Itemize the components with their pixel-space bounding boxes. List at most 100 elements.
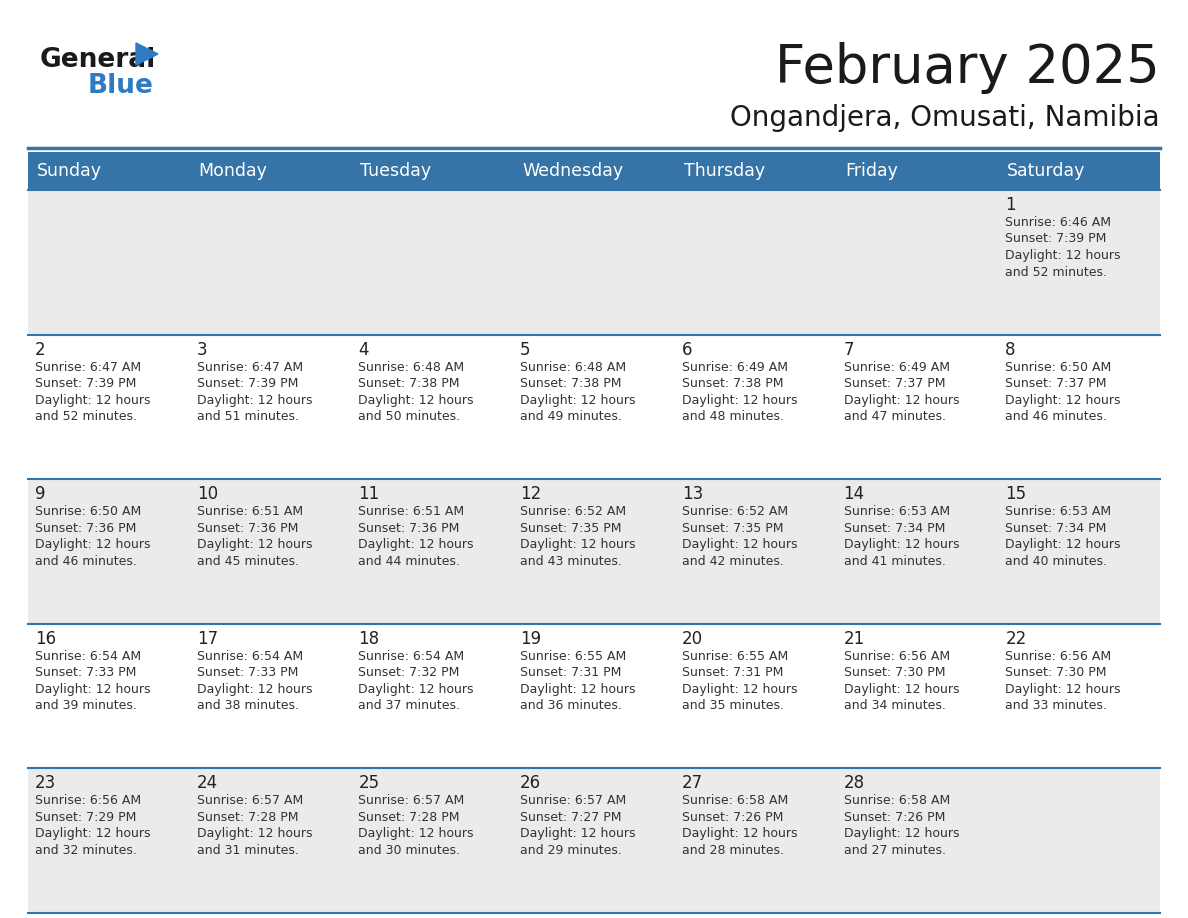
Text: Sunrise: 6:48 AM: Sunrise: 6:48 AM — [520, 361, 626, 374]
Text: and 52 minutes.: and 52 minutes. — [34, 410, 137, 423]
Text: and 44 minutes.: and 44 minutes. — [359, 554, 460, 567]
Bar — [836, 624, 998, 768]
Text: 18: 18 — [359, 630, 379, 648]
Text: Sunset: 7:37 PM: Sunset: 7:37 PM — [1005, 377, 1107, 390]
Text: Daylight: 12 hours: Daylight: 12 hours — [34, 827, 151, 840]
Bar — [352, 190, 513, 334]
Text: and 29 minutes.: and 29 minutes. — [520, 844, 623, 856]
Bar — [352, 768, 513, 913]
Text: Sunset: 7:26 PM: Sunset: 7:26 PM — [682, 811, 783, 823]
Text: 14: 14 — [843, 486, 865, 503]
Text: 12: 12 — [520, 486, 542, 503]
Text: 21: 21 — [843, 630, 865, 648]
Text: Daylight: 12 hours: Daylight: 12 hours — [359, 394, 474, 407]
Text: Sunrise: 6:56 AM: Sunrise: 6:56 AM — [34, 794, 141, 808]
Text: Sunrise: 6:53 AM: Sunrise: 6:53 AM — [843, 505, 949, 518]
Text: Daylight: 12 hours: Daylight: 12 hours — [520, 538, 636, 551]
Bar — [998, 479, 1159, 624]
Text: Sunrise: 6:57 AM: Sunrise: 6:57 AM — [359, 794, 465, 808]
Text: and 27 minutes.: and 27 minutes. — [843, 844, 946, 856]
Text: Sunrise: 6:53 AM: Sunrise: 6:53 AM — [1005, 505, 1112, 518]
Text: Sunrise: 6:58 AM: Sunrise: 6:58 AM — [843, 794, 950, 808]
Text: 20: 20 — [682, 630, 703, 648]
Text: Sunrise: 6:50 AM: Sunrise: 6:50 AM — [34, 505, 141, 518]
Text: Sunset: 7:26 PM: Sunset: 7:26 PM — [843, 811, 944, 823]
Bar — [513, 190, 675, 334]
Bar — [190, 152, 352, 190]
Text: Sunset: 7:27 PM: Sunset: 7:27 PM — [520, 811, 621, 823]
Text: Sunrise: 6:56 AM: Sunrise: 6:56 AM — [1005, 650, 1112, 663]
Text: Sunset: 7:33 PM: Sunset: 7:33 PM — [34, 666, 137, 679]
Text: Sunset: 7:35 PM: Sunset: 7:35 PM — [682, 521, 783, 534]
Text: Sunrise: 6:56 AM: Sunrise: 6:56 AM — [843, 650, 949, 663]
Text: Sunrise: 6:49 AM: Sunrise: 6:49 AM — [843, 361, 949, 374]
Text: Sunset: 7:31 PM: Sunset: 7:31 PM — [682, 666, 783, 679]
Text: Sunset: 7:30 PM: Sunset: 7:30 PM — [1005, 666, 1107, 679]
Text: 26: 26 — [520, 775, 542, 792]
Text: Sunset: 7:39 PM: Sunset: 7:39 PM — [34, 377, 137, 390]
Text: Daylight: 12 hours: Daylight: 12 hours — [520, 683, 636, 696]
Text: General: General — [40, 47, 157, 73]
Text: 7: 7 — [843, 341, 854, 359]
Text: Sunset: 7:36 PM: Sunset: 7:36 PM — [34, 521, 137, 534]
Text: 2: 2 — [34, 341, 45, 359]
Text: Sunset: 7:34 PM: Sunset: 7:34 PM — [1005, 521, 1107, 534]
Bar — [352, 152, 513, 190]
Text: 28: 28 — [843, 775, 865, 792]
Bar — [836, 334, 998, 479]
Bar — [998, 334, 1159, 479]
Text: Sunrise: 6:52 AM: Sunrise: 6:52 AM — [682, 505, 788, 518]
Text: and 46 minutes.: and 46 minutes. — [34, 554, 137, 567]
Text: and 49 minutes.: and 49 minutes. — [520, 410, 623, 423]
Text: and 41 minutes.: and 41 minutes. — [843, 554, 946, 567]
Bar — [513, 334, 675, 479]
Text: Daylight: 12 hours: Daylight: 12 hours — [843, 683, 959, 696]
Text: Sunset: 7:29 PM: Sunset: 7:29 PM — [34, 811, 137, 823]
Text: Sunrise: 6:54 AM: Sunrise: 6:54 AM — [34, 650, 141, 663]
Text: and 40 minutes.: and 40 minutes. — [1005, 554, 1107, 567]
Bar — [352, 479, 513, 624]
Text: Sunset: 7:38 PM: Sunset: 7:38 PM — [520, 377, 621, 390]
Bar — [675, 152, 836, 190]
Text: Daylight: 12 hours: Daylight: 12 hours — [682, 683, 797, 696]
Text: Sunrise: 6:54 AM: Sunrise: 6:54 AM — [197, 650, 303, 663]
Text: and 31 minutes.: and 31 minutes. — [197, 844, 298, 856]
Bar — [513, 624, 675, 768]
Text: Daylight: 12 hours: Daylight: 12 hours — [843, 538, 959, 551]
Text: Sunrise: 6:51 AM: Sunrise: 6:51 AM — [359, 505, 465, 518]
Text: Sunrise: 6:47 AM: Sunrise: 6:47 AM — [34, 361, 141, 374]
Bar — [998, 190, 1159, 334]
Text: and 39 minutes.: and 39 minutes. — [34, 700, 137, 712]
Text: 6: 6 — [682, 341, 693, 359]
Text: and 45 minutes.: and 45 minutes. — [197, 554, 298, 567]
Text: Saturday: Saturday — [1007, 162, 1086, 180]
Text: Sunrise: 6:50 AM: Sunrise: 6:50 AM — [1005, 361, 1112, 374]
Text: 3: 3 — [197, 341, 208, 359]
Polygon shape — [135, 43, 158, 65]
Text: 19: 19 — [520, 630, 542, 648]
Text: Thursday: Thursday — [684, 162, 765, 180]
Text: Daylight: 12 hours: Daylight: 12 hours — [843, 394, 959, 407]
Bar — [29, 334, 190, 479]
Bar — [675, 768, 836, 913]
Text: 23: 23 — [34, 775, 56, 792]
Text: Daylight: 12 hours: Daylight: 12 hours — [682, 538, 797, 551]
Text: Daylight: 12 hours: Daylight: 12 hours — [1005, 538, 1120, 551]
Text: Daylight: 12 hours: Daylight: 12 hours — [1005, 394, 1120, 407]
Text: 10: 10 — [197, 486, 217, 503]
Text: Sunset: 7:36 PM: Sunset: 7:36 PM — [197, 521, 298, 534]
Text: Daylight: 12 hours: Daylight: 12 hours — [1005, 683, 1120, 696]
Text: Sunset: 7:39 PM: Sunset: 7:39 PM — [197, 377, 298, 390]
Text: and 46 minutes.: and 46 minutes. — [1005, 410, 1107, 423]
Text: Friday: Friday — [846, 162, 898, 180]
Text: Sunset: 7:32 PM: Sunset: 7:32 PM — [359, 666, 460, 679]
Bar — [513, 479, 675, 624]
Text: 27: 27 — [682, 775, 703, 792]
Bar — [998, 152, 1159, 190]
Text: Ongandjera, Omusati, Namibia: Ongandjera, Omusati, Namibia — [731, 104, 1159, 132]
Text: Sunrise: 6:55 AM: Sunrise: 6:55 AM — [520, 650, 626, 663]
Bar — [675, 334, 836, 479]
Text: Sunday: Sunday — [37, 162, 102, 180]
Bar — [998, 624, 1159, 768]
Bar — [836, 479, 998, 624]
